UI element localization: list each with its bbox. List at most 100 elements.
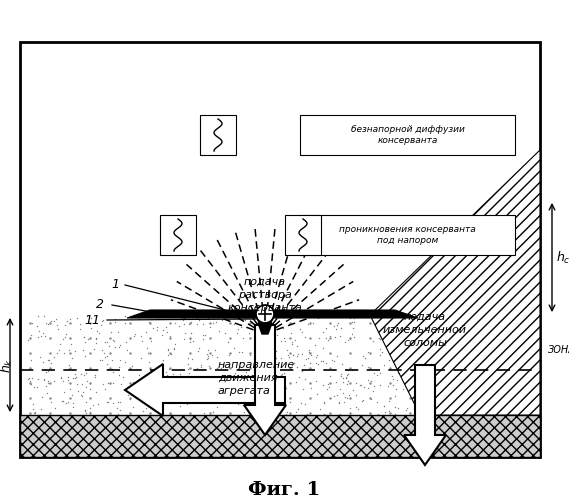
Point [213,378,222,386]
Point [338,389,347,397]
Point [262,394,271,402]
Point [341,338,350,346]
Point [208,320,217,328]
Point [59,388,68,396]
Point [79,388,88,396]
Point [391,402,400,410]
Point [68,404,77,411]
Point [349,318,358,326]
Point [323,385,332,393]
Point [349,324,358,332]
Point [271,354,281,362]
Point [98,380,108,388]
Point [516,368,525,376]
Point [304,346,314,354]
Point [311,354,320,362]
Point [27,380,36,388]
Point [114,363,123,371]
Point [460,336,469,344]
Point [485,382,494,390]
Point [277,382,286,390]
Point [147,389,156,397]
Point [204,352,213,360]
Point [163,370,172,378]
Point [339,378,348,386]
Point [373,398,382,406]
Point [409,316,418,324]
Point [183,365,192,373]
Point [164,380,174,388]
Point [211,388,220,396]
Point [238,400,248,408]
Point [287,361,296,369]
Point [67,340,76,348]
Point [296,400,306,407]
Point [473,406,482,414]
Point [417,373,426,381]
Point [30,409,39,417]
Point [164,345,173,353]
Point [287,328,296,336]
Point [447,346,456,354]
Point [170,340,179,347]
Point [402,404,411,412]
Point [434,384,443,392]
Point [463,359,472,367]
Point [462,392,471,400]
Point [142,328,151,336]
Point [81,383,90,391]
Point [312,377,321,385]
Point [321,324,331,332]
Point [505,356,514,364]
Point [98,316,108,324]
Point [92,340,101,347]
Point [475,343,484,351]
Point [276,354,285,362]
Point [171,398,180,406]
Point [43,356,52,364]
Point [201,331,210,339]
Point [164,351,173,359]
Point [332,322,341,330]
Point [525,410,534,418]
Point [313,390,322,398]
Point [444,376,453,384]
Point [49,377,58,385]
Point [455,313,464,321]
Point [163,380,172,388]
Point [482,338,491,346]
Point [178,316,187,324]
Point [221,396,230,404]
Point [89,345,98,353]
Point [259,360,269,368]
Point [468,353,477,361]
Point [245,329,254,337]
Point [212,353,221,361]
Point [406,338,415,346]
Point [257,382,266,390]
Point [523,382,533,390]
Point [401,342,410,350]
Point [89,401,98,409]
Point [44,380,53,388]
Text: 11: 11 [84,314,100,326]
Point [334,398,343,406]
Point [62,316,71,324]
Point [246,351,255,359]
Point [47,398,56,406]
Point [262,359,271,367]
Point [299,361,308,369]
Point [404,338,413,346]
Bar [200,115,236,155]
Point [277,401,286,409]
Point [187,356,196,364]
Point [483,353,492,361]
Point [65,384,75,392]
Point [197,360,206,368]
Point [364,376,373,384]
Point [409,334,418,342]
Point [281,337,290,345]
Point [39,376,48,384]
Point [392,326,401,334]
Point [111,318,120,326]
